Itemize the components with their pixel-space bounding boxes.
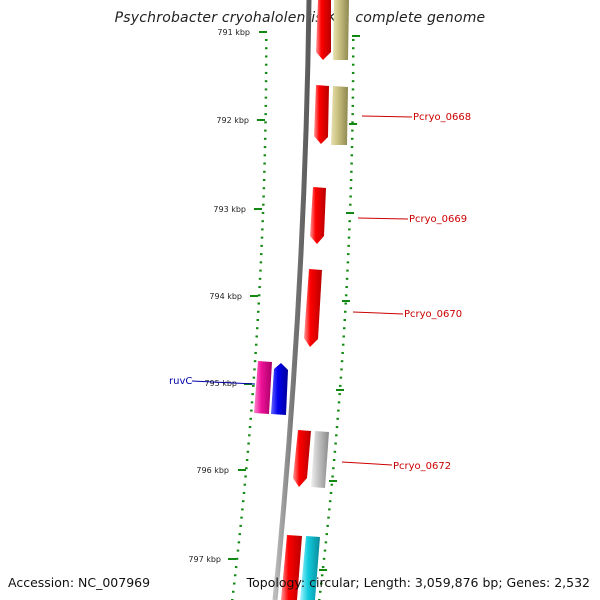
scale-label-791: 791 kbp: [217, 28, 250, 37]
scale-label-793: 793 kbp: [213, 205, 246, 214]
gene-magenta[interactable]: [254, 361, 272, 414]
gene-pcryo-0672-red[interactable]: [293, 430, 311, 487]
gene-labels: Pcryo_0668 Pcryo_0669 Pcryo_0670 Pcryo_0…: [169, 112, 471, 472]
outer-scale-marks: [319, 35, 360, 571]
scale-label-794: 794 kbp: [209, 292, 242, 301]
genome-title: Psychrobacter cryohalolentis K5, complet…: [114, 10, 486, 26]
label-pcryo-0668[interactable]: Pcryo_0668: [413, 112, 471, 123]
scale-label-792: 792 kbp: [216, 116, 249, 125]
accession-info: Accession: NC_007969: [8, 575, 151, 590]
gene-pcryo-0672-gray[interactable]: [311, 431, 329, 488]
label-pcryo-0670[interactable]: Pcryo_0670: [404, 309, 462, 320]
gene-pcryo-0668-red[interactable]: [314, 85, 329, 144]
inner-tick-ring: [231, 39, 268, 600]
gene-ruvc[interactable]: [271, 363, 288, 415]
label-pcryo-0672[interactable]: Pcryo_0672: [393, 461, 451, 472]
scale-label-796: 796 kbp: [196, 466, 229, 475]
outer-tick-ring: [318, 39, 355, 600]
label-pcryo-0669[interactable]: Pcryo_0669: [409, 214, 467, 225]
scale-label-797: 797 kbp: [188, 555, 221, 564]
gene-red-bottom[interactable]: [281, 535, 302, 600]
gene-red-top[interactable]: [316, 0, 331, 60]
gene-cyan-bottom[interactable]: [300, 536, 320, 600]
label-ruvc[interactable]: ruvC: [169, 376, 192, 387]
gene-pcryo-0668-olive[interactable]: [331, 86, 348, 145]
topology-info: Topology: circular; Length: 3,059,876 bp…: [246, 575, 590, 590]
genome-backbone: [272, 0, 312, 600]
scale-label-795: 795 kbp: [204, 379, 237, 388]
scale-marks: 791 kbp 792 kbp 793 kbp 794 kbp 795 kbp …: [188, 28, 267, 564]
gene-pcryo-0670[interactable]: [304, 269, 322, 347]
gene-pcryo-0669[interactable]: [310, 187, 326, 244]
genes: [254, 0, 349, 600]
gene-olive-top[interactable]: [333, 0, 349, 60]
